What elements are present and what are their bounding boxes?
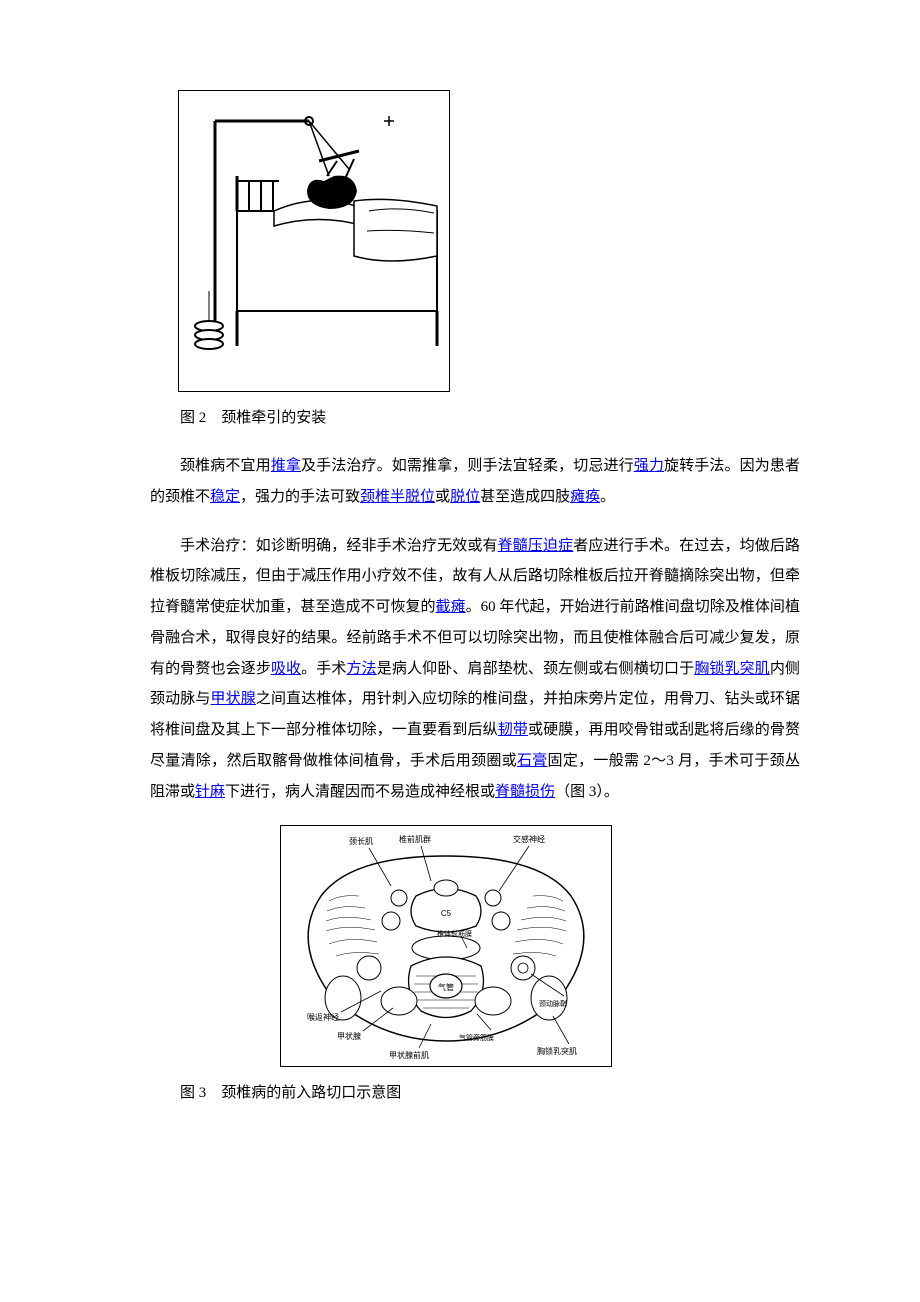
text: 手术治疗：如诊断明确，经非手术治疗无效或有	[180, 538, 498, 554]
link-xiongsuorutuji[interactable]: 胸锁乳突肌	[694, 661, 770, 677]
link-tanhuan[interactable]: 瘫痪	[570, 489, 600, 505]
link-rendai[interactable]: 韧带	[498, 722, 528, 738]
text: ，强力的手法可致	[240, 489, 360, 505]
link-bantuowei[interactable]: 颈椎半脱位	[360, 489, 435, 505]
link-jietan[interactable]: 截瘫	[436, 599, 466, 615]
text: 及手法治疗。如需推拿，则手法宜轻柔，切忌进行	[301, 458, 634, 474]
label-qiguanpangjinmo: 气管旁筋膜	[459, 1033, 494, 1042]
document-page: 图 2 颈椎牵引的安装 颈椎病不宜用推拿及手法治疗。如需推拿，则手法宜轻柔，切忌…	[0, 0, 920, 1302]
label-jingchangji: 颈长肌	[349, 836, 373, 846]
link-wending[interactable]: 稳定	[210, 489, 240, 505]
figure-2-caption: 图 2 颈椎牵引的安装	[150, 406, 800, 427]
label-jiazhuangxianqianji: 甲状腺前肌	[389, 1050, 429, 1060]
label-jiaoganshenjing: 交感神经	[513, 834, 545, 844]
figure-3-caption: 图 3 颈椎病的前入路切口示意图	[150, 1081, 800, 1102]
label-zhuiqianjiqun: 椎前肌群	[399, 834, 431, 844]
label-houfanshenjing: 喉返神经	[307, 1012, 339, 1022]
link-jiazhuangxian[interactable]: 甲状腺	[210, 691, 255, 707]
text: 是病人仰卧、肩部垫枕、颈左侧或右侧横切口于	[377, 661, 694, 677]
text: 颈椎病不宜用	[180, 458, 271, 474]
text: 甚至造成四肢	[480, 489, 570, 505]
link-zhenma[interactable]: 针麻	[195, 784, 225, 800]
label-qiguan: 气管	[438, 982, 454, 992]
figure-3: C5 气管	[150, 825, 800, 1102]
text: 。手术	[301, 661, 346, 677]
text: （图 3）。	[555, 784, 619, 800]
link-tuina[interactable]: 推拿	[271, 458, 301, 474]
label-c5: C5	[441, 909, 452, 918]
link-fangfa[interactable]: 方法	[347, 661, 377, 677]
label-jiazhuangxian: 甲状腺	[337, 1031, 361, 1041]
link-shigao[interactable]: 石膏	[517, 753, 548, 769]
text: 。	[600, 489, 615, 505]
link-xishou[interactable]: 吸收	[271, 661, 301, 677]
figure-2-image	[178, 90, 450, 392]
figure-3-image: C5 气管	[280, 825, 612, 1067]
label-xiongsuorutuji: 胸锁乳突肌	[537, 1046, 577, 1056]
label-zhuitiqianjinmo: 椎体前筋膜	[437, 929, 472, 938]
figure-2: 图 2 颈椎牵引的安装	[150, 90, 800, 427]
paragraph-1: 颈椎病不宜用推拿及手法治疗。如需推拿，则手法宜轻柔，切忌进行强力旋转手法。因为患…	[150, 451, 800, 513]
link-jisuisunshang[interactable]: 脊髓损伤	[495, 784, 555, 800]
text: 或	[435, 489, 450, 505]
text: 下进行，病人清醒因而不易造成神经根或	[225, 784, 495, 800]
link-qiangli[interactable]: 强力	[634, 458, 664, 474]
link-tuowei[interactable]: 脱位	[450, 489, 480, 505]
link-jisuiyapo[interactable]: 脊髓压迫症	[498, 538, 574, 554]
paragraph-2: 手术治疗：如诊断明确，经非手术治疗无效或有脊髓压迫症者应进行手术。在过去，均做后…	[150, 531, 800, 808]
label-jingdongmaiqiao: 颈动脉鞘	[539, 999, 567, 1008]
